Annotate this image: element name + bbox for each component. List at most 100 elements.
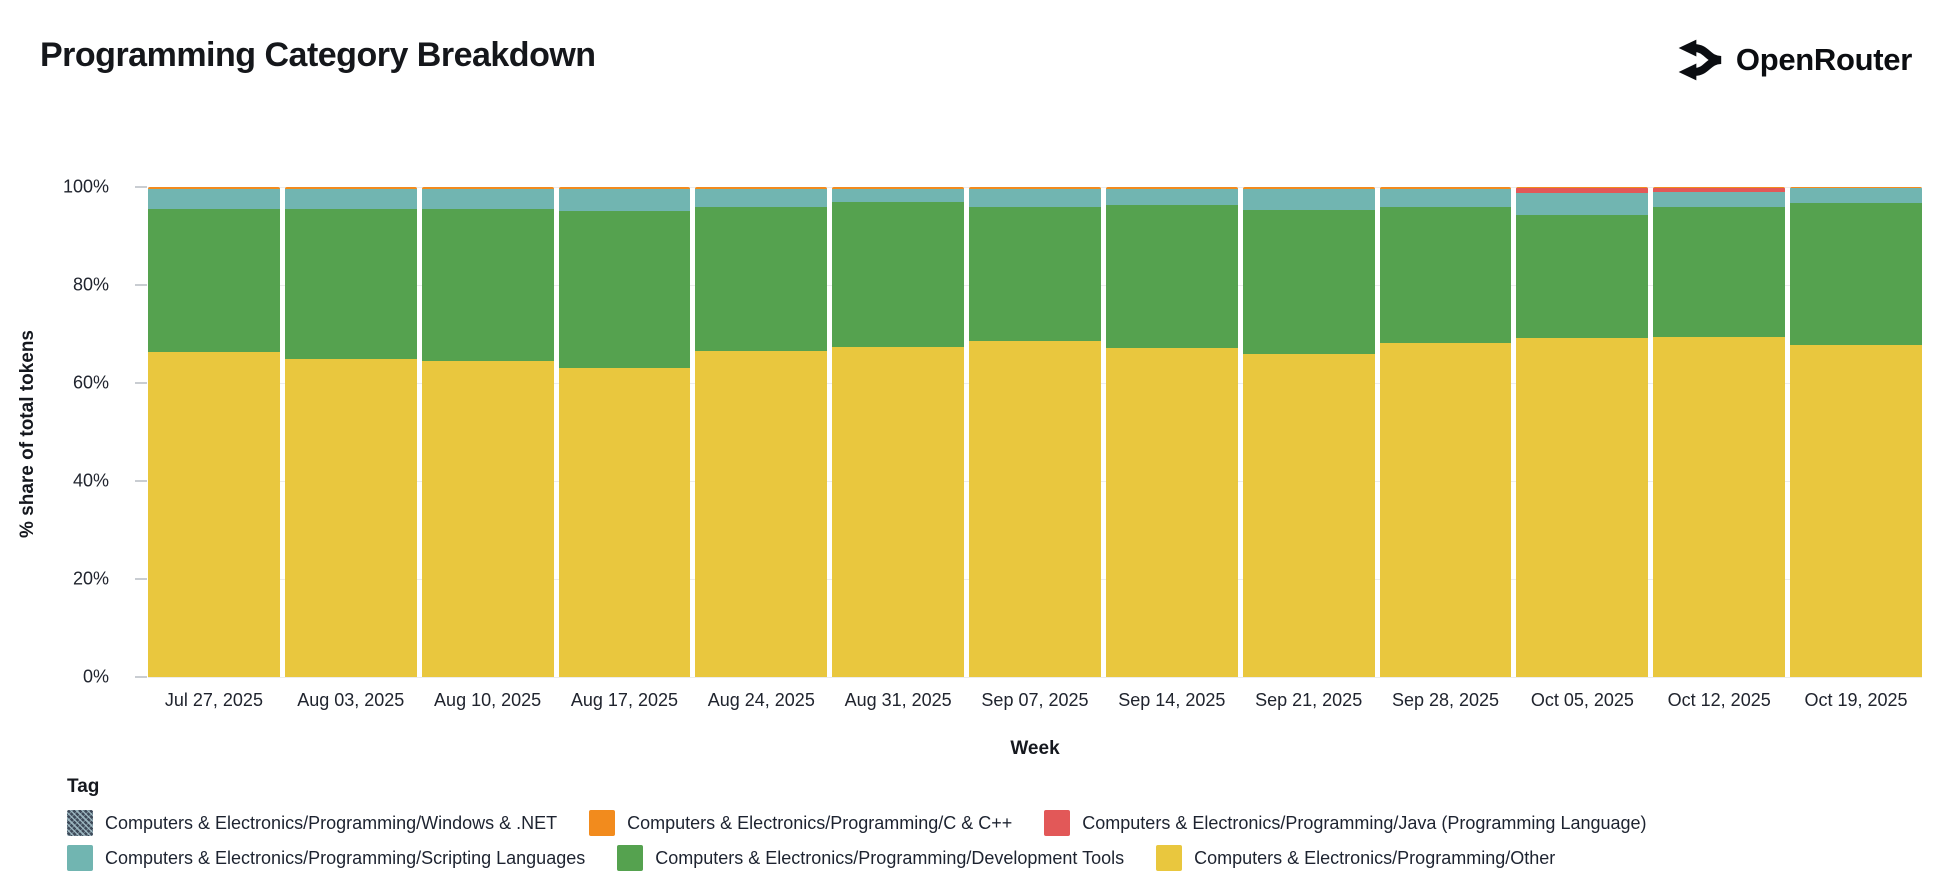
bar-segment[interactable] — [148, 187, 280, 189]
bar-segment[interactable] — [284, 208, 417, 360]
bar-segment[interactable] — [558, 211, 691, 368]
bar-segment[interactable] — [1379, 187, 1512, 189]
bar-segment[interactable] — [1790, 188, 1922, 204]
bar-segment[interactable] — [1516, 192, 1649, 215]
bar-segment[interactable] — [1516, 187, 1649, 188]
bar-segment[interactable] — [832, 187, 965, 189]
bar-segment[interactable] — [1379, 206, 1512, 343]
bar-segment[interactable] — [1242, 209, 1375, 355]
legend-swatch-icon — [589, 810, 616, 836]
y-tick-mark — [135, 284, 147, 286]
bar-segment[interactable] — [558, 367, 691, 677]
x-tick-label: Jul 27, 2025 — [164, 690, 263, 710]
x-tick-label: Oct 19, 2025 — [1804, 690, 1908, 710]
bar-segment[interactable] — [1653, 337, 1786, 677]
bar-segment[interactable] — [832, 188, 965, 203]
bar-segment[interactable] — [1790, 203, 1922, 345]
bar-segment[interactable] — [1105, 205, 1238, 349]
legend-item[interactable]: Computers & Electronics/Programming/Java… — [1044, 810, 1647, 836]
bar-oct-12-2025 — [1653, 187, 1786, 677]
legend-label: Computers & Electronics/Programming/Othe… — [1194, 847, 1556, 868]
bar-aug-10-2025 — [421, 187, 554, 677]
bar-segment[interactable] — [1516, 214, 1649, 339]
legend-item[interactable]: Computers & Electronics/Programming/Scri… — [67, 845, 585, 871]
bar-segment[interactable] — [969, 187, 1101, 189]
bar-segment[interactable] — [1105, 188, 1238, 206]
legend-item[interactable]: Computers & Electronics/Programming/Deve… — [617, 845, 1124, 871]
bar-segment[interactable] — [832, 202, 965, 347]
bar-segment[interactable] — [284, 359, 417, 677]
bar-segment[interactable] — [1790, 187, 1922, 189]
bar-segment[interactable] — [284, 188, 417, 209]
gridline — [148, 677, 1922, 678]
bar-jul-27-2025 — [148, 187, 280, 677]
bar-segment[interactable] — [1653, 187, 1786, 188]
x-tick-label: Sep 14, 2025 — [1118, 690, 1226, 710]
bar-aug-17-2025 — [558, 187, 691, 677]
bar-segment[interactable] — [695, 188, 828, 208]
x-tick-label: Aug 24, 2025 — [707, 690, 815, 710]
bar-segment[interactable] — [1379, 342, 1512, 677]
y-tick-mark — [135, 382, 147, 384]
bar-sep-21-2025 — [1242, 187, 1375, 677]
bar-segment[interactable] — [969, 340, 1101, 677]
legend-swatch-icon — [67, 810, 93, 836]
bar-segment[interactable] — [969, 188, 1101, 207]
bar-segment[interactable] — [1379, 188, 1512, 207]
legend-swatch-icon — [617, 845, 644, 871]
bar-segment[interactable] — [1653, 187, 1786, 192]
bar-segment[interactable] — [1242, 188, 1375, 210]
bar-aug-03-2025 — [284, 187, 417, 677]
x-tick-label: Aug 31, 2025 — [844, 690, 952, 710]
legend-item[interactable]: Computers & Electronics/Programming/C & … — [589, 810, 1012, 836]
bar-segment[interactable] — [1653, 191, 1786, 207]
legend-label: Computers & Electronics/Programming/Deve… — [655, 847, 1125, 868]
bar-segment[interactable] — [148, 188, 280, 209]
openrouter-icon — [1676, 38, 1722, 82]
bar-segment[interactable] — [421, 209, 554, 361]
bar-sep-07-2025 — [969, 187, 1101, 677]
bar-segment[interactable] — [558, 188, 691, 212]
legend: Tag Computers & Electronics/Programming/… — [67, 776, 1647, 871]
bar-segment[interactable] — [1105, 187, 1238, 189]
bar-segment[interactable] — [1242, 354, 1375, 677]
y-tick-mark — [135, 186, 147, 188]
stacked-bars — [148, 187, 1922, 677]
x-tick-label: Oct 12, 2025 — [1667, 690, 1771, 710]
legend-label: Computers & Electronics/Programming/Wind… — [105, 812, 558, 833]
bar-segment[interactable] — [1105, 348, 1238, 677]
x-tick-label: Oct 05, 2025 — [1530, 690, 1634, 710]
bar-segment[interactable] — [421, 188, 554, 210]
bar-segment[interactable] — [695, 207, 828, 352]
y-axis-title: % share of total tokens — [17, 330, 38, 538]
page-title: Programming Category Breakdown — [40, 36, 596, 74]
bar-segment[interactable] — [695, 187, 828, 189]
y-tick-label: 80% — [72, 274, 109, 295]
bar-segment[interactable] — [148, 208, 280, 352]
legend-item[interactable]: Computers & Electronics/Programming/Othe… — [1156, 845, 1555, 871]
bar-sep-14-2025 — [1105, 187, 1238, 677]
x-axis-tick-labels: Jul 27, 2025 Aug 03, 2025 Aug 10, 2025 Aug … — [148, 690, 1922, 711]
legend-label: Computers & Electronics/Programming/Scri… — [105, 847, 586, 868]
bar-segment[interactable] — [832, 346, 965, 677]
bar-segment[interactable] — [148, 351, 280, 677]
x-tick-label: Sep 28, 2025 — [1391, 690, 1500, 710]
bar-segment[interactable] — [969, 206, 1101, 341]
bar-segment[interactable] — [1790, 344, 1922, 677]
bar-segment[interactable] — [1242, 187, 1375, 189]
openrouter-logo[interactable]: OpenRouter — [1676, 38, 1912, 82]
bar-sep-28-2025 — [1379, 187, 1512, 677]
bar-aug-31-2025 — [832, 187, 965, 677]
bar-segment[interactable] — [284, 187, 417, 189]
bar-segment[interactable] — [695, 351, 828, 677]
bar-segment[interactable] — [421, 187, 554, 189]
bar-segment[interactable] — [558, 187, 691, 189]
y-tick-mark — [135, 676, 147, 678]
legend-swatch-icon — [1044, 810, 1071, 836]
legend-item[interactable]: Computers & Electronics/Programming/Wind… — [67, 810, 557, 836]
bar-segment[interactable] — [1653, 206, 1786, 338]
bar-segment[interactable] — [421, 360, 554, 677]
legend-label: Computers & Electronics/Programming/Java… — [1082, 812, 1647, 833]
bar-segment[interactable] — [1516, 338, 1649, 677]
bar-segment[interactable] — [1516, 187, 1649, 193]
